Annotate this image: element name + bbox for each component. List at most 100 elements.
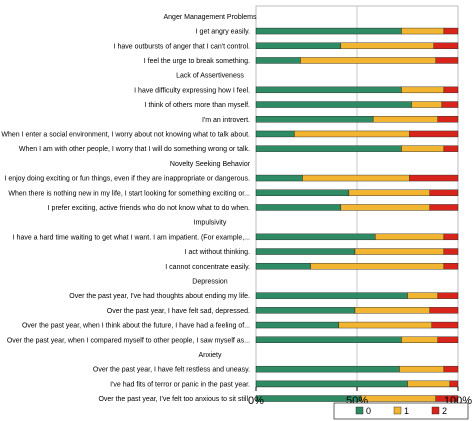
legend-label-1: 1 — [404, 406, 409, 416]
bar-segment-2 — [443, 233, 459, 241]
bar-segment-2 — [437, 336, 459, 343]
row-label: I've had fits of terror or panic in the … — [110, 381, 250, 388]
bar-segment-2 — [431, 321, 459, 329]
bar-segment-0 — [255, 233, 376, 241]
legend-swatch-0 — [355, 406, 364, 415]
row-label: I have a hard time waiting to get what I… — [13, 234, 250, 241]
bar-segment-2 — [429, 204, 459, 211]
row-label: I act without thinking. — [185, 249, 250, 256]
row-label: I have difficulty expressing how I feel. — [134, 87, 250, 94]
bar-segment-0 — [255, 263, 311, 270]
bar-segment-2 — [443, 27, 459, 35]
row-label: I think of others more than myself. — [145, 102, 250, 109]
row-label: Over the past year, I've had thoughts ab… — [69, 293, 250, 300]
legend-label-0: 0 — [366, 406, 371, 416]
bar-segment-0 — [255, 174, 303, 182]
bar-segment-2 — [409, 130, 459, 138]
row-label: When I enter a social environment, I wor… — [1, 131, 250, 138]
row-label: I prefer exciting, active friends who do… — [48, 205, 250, 212]
bar-segment-1 — [302, 174, 410, 182]
bar-segment-1 — [372, 116, 439, 123]
bar-segment-2 — [443, 145, 459, 152]
category-header-label: Anxiety — [199, 352, 222, 359]
row-label: I have outbursts of anger that I can't c… — [114, 43, 250, 50]
bar-segment-0 — [255, 292, 408, 299]
bar-segment-2 — [437, 116, 459, 123]
bar-segment-1 — [360, 395, 436, 402]
row-label: When I am with other people, I worry tha… — [19, 146, 250, 153]
bars-group — [255, 27, 459, 402]
bar-segment-0 — [255, 86, 402, 94]
bar-segment-1 — [399, 365, 445, 373]
bar-segment-0 — [255, 365, 400, 373]
row-label: Over the past year, when I think about t… — [22, 323, 250, 330]
bar-segment-1 — [401, 27, 445, 35]
category-header-label: Novelty Seeking Behavior — [170, 161, 251, 168]
bar-segment-0 — [255, 130, 295, 138]
category-header-label: Depression — [192, 278, 228, 285]
bar-segment-0 — [255, 189, 350, 196]
bar-segment-2 — [409, 174, 459, 182]
legend: 0 1 2 — [333, 402, 469, 420]
bar-segment-2 — [443, 248, 459, 255]
bar-segment-1 — [401, 336, 439, 343]
bar-segment-2 — [437, 292, 459, 299]
row-label: Over the past year, I've felt too anxiou… — [98, 396, 250, 403]
bar-segment-0 — [255, 380, 408, 388]
bar-segment-1 — [340, 204, 430, 211]
bar-segment-0 — [255, 145, 402, 152]
bar-segment-0 — [255, 27, 402, 35]
bar-segment-2 — [429, 189, 459, 196]
bar-segment-2 — [435, 57, 459, 64]
bar-segment-0 — [255, 116, 374, 123]
row-label: When there is nothing new in my life, I … — [8, 190, 250, 197]
bar-segment-2 — [429, 307, 459, 314]
bar-segment-1 — [348, 189, 430, 196]
bar-segment-0 — [255, 42, 342, 49]
bar-segment-1 — [407, 380, 451, 388]
bar-segment-1 — [300, 57, 436, 64]
bar-segment-2 — [441, 101, 459, 108]
legend-label-2: 2 — [442, 406, 447, 416]
row-label: Over the past year, I have felt sad, dep… — [107, 308, 250, 315]
row-label: I enjoy doing exciting or fun things, ev… — [4, 176, 250, 183]
bar-segment-0 — [255, 101, 412, 108]
bar-segment-2 — [443, 263, 459, 270]
bar-segment-1 — [401, 86, 445, 94]
row-labels: Anger Management Problems I get angry eas… — [1, 14, 257, 403]
row-label: I'm an introvert. — [202, 117, 250, 124]
row-label: Over the past year, when I compared myse… — [7, 337, 250, 344]
bar-segment-2 — [433, 42, 459, 49]
bar-segment-0 — [255, 307, 356, 314]
bar-segment-1 — [354, 248, 445, 255]
bar-segment-1 — [354, 307, 430, 314]
bar-segment-1 — [294, 130, 410, 138]
bar-segment-0 — [255, 321, 340, 329]
category-header-label: Anger Management Problems — [164, 14, 257, 21]
bar-segment-1 — [338, 321, 432, 329]
bar-segment-1 — [407, 292, 438, 299]
x-tick-label: 0% — [248, 395, 264, 407]
row-label: I get angry easily. — [196, 29, 250, 36]
bar-segment-2 — [435, 395, 459, 402]
bar-segment-0 — [255, 57, 301, 64]
bar-segment-1 — [374, 233, 445, 241]
bar-segment-2 — [443, 365, 459, 373]
bar-segment-1 — [401, 145, 445, 152]
bar-segment-0 — [255, 248, 356, 255]
bar-segment-1 — [411, 101, 443, 108]
bar-segment-1 — [340, 42, 434, 49]
bar-segment-1 — [310, 263, 445, 270]
legend-swatch-1 — [393, 406, 402, 415]
legend-swatch-2 — [431, 406, 440, 415]
bar-segment-2 — [449, 380, 459, 388]
row-label: Over the past year, I have felt restless… — [93, 367, 250, 374]
bar-segment-0 — [255, 204, 342, 211]
category-header-label: Lack of Assertiveness — [176, 73, 244, 80]
bar-segment-2 — [443, 86, 459, 94]
category-header-label: Impulsivity — [194, 220, 227, 227]
row-label: I cannot concentrate easily. — [165, 264, 250, 271]
bar-segment-0 — [255, 336, 402, 343]
row-label: I feel the urge to break something. — [144, 58, 250, 65]
